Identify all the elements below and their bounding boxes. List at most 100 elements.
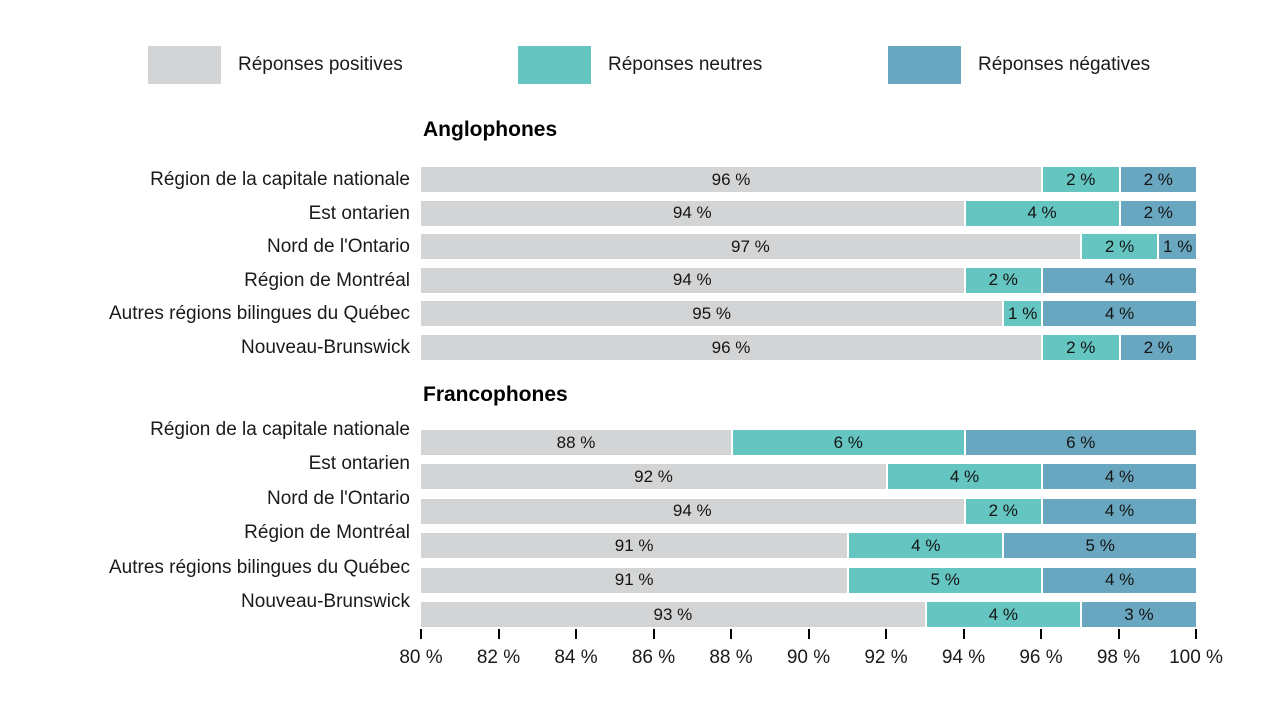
segment-value-label: 88 % xyxy=(556,432,596,452)
bar-segment-negative: 1 % xyxy=(1157,234,1197,260)
bar-segment-neutral: 2 % xyxy=(963,267,1041,293)
category-label: Nouveau-Brunswick xyxy=(241,591,410,612)
category-label: Région de Montréal xyxy=(244,522,410,544)
axis-tick xyxy=(885,629,887,639)
bar-segment-positive: 96 % xyxy=(421,335,1041,360)
bar-segment-positive: 94 % xyxy=(421,200,964,226)
table-row: 94 % 2 % 4 % xyxy=(421,267,1196,293)
bar-segment-neutral: 4 % xyxy=(963,200,1119,226)
table-row: 93 % 4 % 3 % xyxy=(421,602,1197,627)
segment-value-label: 2 % xyxy=(988,501,1018,521)
segment-value-label: 95 % xyxy=(692,303,732,323)
segment-value-label: 96 % xyxy=(711,169,751,189)
axis-tick xyxy=(1040,629,1042,639)
bar-segment-negative: 4 % xyxy=(1041,567,1197,593)
segment-value-label: 91 % xyxy=(614,570,654,590)
bar-segment-neutral: 4 % xyxy=(924,602,1080,627)
segment-value-label: 2 % xyxy=(1143,337,1173,357)
axis-tick-label: 96 % xyxy=(1019,647,1063,668)
bar-segment-positive: 91 % xyxy=(421,567,848,593)
bar-segment-neutral: 5 % xyxy=(847,567,1042,593)
bar-segment-neutral: 1 % xyxy=(1002,301,1042,327)
bar-segment-positive: 91 % xyxy=(421,533,848,559)
table-row: 94 % 4 % 2 % xyxy=(421,200,1196,226)
segment-value-label: 97 % xyxy=(731,236,770,256)
table-row: 97 % 2 % 1 % xyxy=(421,234,1197,260)
bar-segment-negative: 5 % xyxy=(1002,533,1197,559)
table-row: 95 % 1 % 4 % xyxy=(421,301,1197,327)
segment-value-label: 2 % xyxy=(1104,236,1135,256)
segment-value-label: 4 % xyxy=(1104,501,1135,521)
table-row: 96 % 2 % 2 % xyxy=(421,167,1196,192)
segment-value-label: 2 % xyxy=(1066,169,1096,189)
bar-segment-negative: 3 % xyxy=(1079,602,1197,627)
segment-value-label: 96 % xyxy=(711,337,751,357)
segment-value-label: 4 % xyxy=(1104,466,1135,486)
segment-value-label: 93 % xyxy=(653,604,693,624)
axis-tick-label: 100 % xyxy=(1169,647,1223,668)
bar-segment-neutral: 2 % xyxy=(1079,234,1158,260)
table-row: 91 % 5 % 4 % xyxy=(421,567,1197,593)
table-row: 94 % 2 % 4 % xyxy=(421,498,1196,524)
segment-value-label: 4 % xyxy=(988,604,1018,624)
axis-tick xyxy=(962,629,965,639)
category-label: Région de la capitale nationale xyxy=(150,169,410,190)
axis-tick-label: 98 % xyxy=(1096,647,1141,668)
segment-value-label: 91 % xyxy=(614,535,654,555)
category-label: Région de la capitale nationale xyxy=(150,419,410,440)
segment-value-label: 1 % xyxy=(1163,236,1193,256)
segment-value-label: 3 % xyxy=(1124,604,1154,624)
legend-label-neutral: Réponses neutres xyxy=(608,54,763,75)
category-label: Nord de l'Ontario xyxy=(266,487,410,509)
axis-tick-label: 90 % xyxy=(786,647,831,668)
axis-tick xyxy=(1117,629,1120,639)
legend-swatch-positive-icon xyxy=(148,46,221,84)
segment-value-label: 5 % xyxy=(930,570,960,590)
category-label: Est ontarien xyxy=(308,202,410,224)
axis-tick-label: 82 % xyxy=(476,647,521,668)
segment-value-label: 4 % xyxy=(1027,203,1057,223)
axis-tick xyxy=(730,629,732,639)
segment-value-label: 4 % xyxy=(949,466,980,486)
bar-segment-positive: 97 % xyxy=(421,234,1080,260)
bar-segment-neutral: 6 % xyxy=(731,430,964,455)
segment-value-label: 92 % xyxy=(634,466,673,486)
table-row: 91 % 4 % 5 % xyxy=(421,533,1197,559)
segment-value-label: 94 % xyxy=(672,501,712,521)
category-label: Autres régions bilingues du Québec xyxy=(108,303,410,325)
segment-value-label: 94 % xyxy=(672,270,712,290)
bar-segment-negative: 2 % xyxy=(1118,167,1196,192)
bar-segment-negative: 4 % xyxy=(1041,498,1196,524)
segment-value-label: 6 % xyxy=(833,432,863,452)
bar-segment-positive: 94 % xyxy=(421,267,964,293)
axis-tick xyxy=(1195,629,1197,639)
bar-segment-positive: 92 % xyxy=(421,464,886,490)
bar-segment-neutral: 2 % xyxy=(1041,335,1119,360)
group-title: Francophones xyxy=(423,383,568,406)
legend-swatch-neutral-icon xyxy=(518,46,591,84)
bar-segment-positive: 88 % xyxy=(421,430,731,455)
table-row: 96 % 2 % 2 % xyxy=(421,335,1196,360)
axis-tick-label: 80 % xyxy=(399,647,443,668)
segment-value-label: 4 % xyxy=(1104,303,1135,323)
bar-segment-neutral: 2 % xyxy=(1041,167,1119,192)
bar-segment-negative: 6 % xyxy=(963,430,1196,455)
segment-value-label: 5 % xyxy=(1085,535,1115,555)
segment-value-label: 4 % xyxy=(911,535,941,555)
legend-label-negative: Réponses négatives xyxy=(978,54,1151,75)
category-label: Est ontarien xyxy=(308,453,410,475)
axis-tick-label: 92 % xyxy=(864,647,908,668)
category-label: Nouveau-Brunswick xyxy=(241,337,410,358)
axis-tick-label: 86 % xyxy=(631,647,676,668)
legend-label-positive: Réponses positives xyxy=(238,54,403,75)
legend-swatch-negative-icon xyxy=(888,46,961,84)
bar-segment-neutral: 4 % xyxy=(886,464,1041,490)
bar-segment-negative: 4 % xyxy=(1041,464,1196,490)
bar-segment-negative: 2 % xyxy=(1118,200,1196,226)
segment-value-label: 6 % xyxy=(1066,432,1096,452)
bar-segment-negative: 4 % xyxy=(1041,301,1197,327)
segment-value-label: 2 % xyxy=(1143,169,1173,189)
bar-segment-positive: 96 % xyxy=(421,167,1041,192)
axis-tick xyxy=(575,629,577,639)
